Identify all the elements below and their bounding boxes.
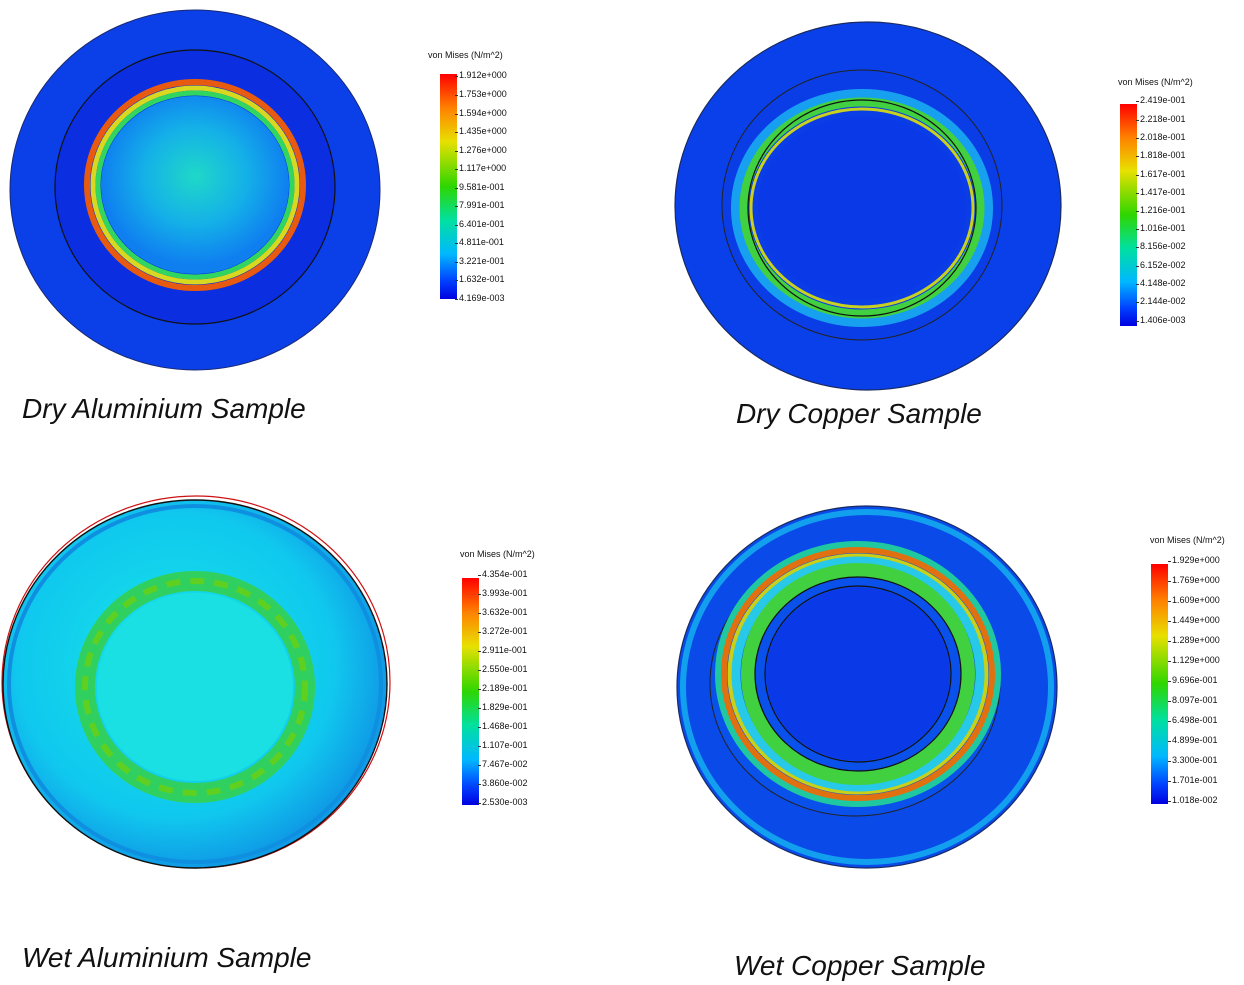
legend-tick: 1.912e+000 bbox=[455, 70, 507, 80]
legend-tick: 1.107e-001 bbox=[478, 740, 528, 750]
legend-tick: 2.530e-003 bbox=[478, 797, 528, 807]
legend-tick: 1.016e-001 bbox=[1136, 223, 1186, 233]
legend-tick: 7.991e-001 bbox=[455, 200, 505, 210]
legend-tick: 1.435e+000 bbox=[455, 126, 507, 136]
legend-tick: 6.401e-001 bbox=[455, 219, 505, 229]
legend-tick: 3.221e-001 bbox=[455, 256, 505, 266]
legend-tick: 2.018e-001 bbox=[1136, 132, 1186, 142]
legend-tick: 2.911e-001 bbox=[478, 645, 527, 655]
legend-tick: 1.449e+000 bbox=[1168, 615, 1220, 625]
legend-tick: 1.769e+000 bbox=[1168, 575, 1220, 585]
legend-tick: 6.498e-001 bbox=[1168, 715, 1218, 725]
legend-tick: 1.129e+000 bbox=[1168, 655, 1220, 665]
legend-tick: 1.468e-001 bbox=[478, 721, 528, 731]
legend-tick: 2.419e-001 bbox=[1136, 95, 1186, 105]
dry-copper-stress-plot bbox=[674, 21, 1062, 391]
legend-tick: 1.594e+000 bbox=[455, 108, 507, 118]
caption-wet-aluminium: Wet Aluminium Sample bbox=[22, 942, 312, 973]
legend-tick: 1.216e-001 bbox=[1136, 205, 1186, 215]
legend-tick: 1.289e+000 bbox=[1168, 635, 1220, 645]
legend-color-bar bbox=[462, 578, 479, 805]
legend-tick: 3.993e-001 bbox=[478, 588, 528, 598]
legend-tick: 1.632e-001 bbox=[455, 274, 505, 284]
legend-title: von Mises (N/m^2) bbox=[1150, 535, 1225, 545]
legend-tick: 2.144e-002 bbox=[1136, 296, 1186, 306]
legend-tick: 7.467e-002 bbox=[478, 759, 528, 769]
legend-color-bar bbox=[440, 74, 457, 299]
caption-dry-copper: Dry Copper Sample bbox=[736, 398, 982, 429]
legend-tick: 4.354e-001 bbox=[478, 569, 528, 579]
legend-tick: 1.018e-002 bbox=[1168, 795, 1218, 805]
legend-tick: 4.899e-001 bbox=[1168, 735, 1218, 745]
legend-tick: 1.276e+000 bbox=[455, 145, 507, 155]
legend-tick: 1.701e-001 bbox=[1168, 775, 1218, 785]
legend-tick: 3.272e-001 bbox=[478, 626, 528, 636]
caption-dry-aluminium: Dry Aluminium Sample bbox=[22, 393, 306, 424]
legend-tick: 1.406e-003 bbox=[1136, 315, 1186, 325]
wet-aluminium-stress-plot bbox=[1, 495, 391, 869]
legend-tick: 2.550e-001 bbox=[478, 664, 528, 674]
legend-tick: 4.148e-002 bbox=[1136, 278, 1186, 288]
legend-tick: 9.696e-001 bbox=[1168, 675, 1218, 685]
legend-tick: 4.169e-003 bbox=[455, 293, 505, 303]
legend-tick: 1.753e+000 bbox=[455, 89, 507, 99]
legend-color-bar bbox=[1151, 564, 1168, 804]
legend-tick: 8.156e-002 bbox=[1136, 241, 1186, 251]
dry-aluminium-stress-plot bbox=[9, 9, 381, 371]
legend-title: von Mises (N/m^2) bbox=[1118, 77, 1193, 87]
legend-tick: 4.811e-001 bbox=[455, 237, 504, 247]
legend-tick: 8.097e-001 bbox=[1168, 695, 1218, 705]
legend-title: von Mises (N/m^2) bbox=[460, 549, 535, 559]
legend-tick: 3.860e-002 bbox=[478, 778, 528, 788]
legend-title: von Mises (N/m^2) bbox=[428, 50, 503, 60]
legend-color-bar bbox=[1120, 104, 1137, 326]
legend-tick: 2.218e-001 bbox=[1136, 114, 1186, 124]
legend-tick: 6.152e-002 bbox=[1136, 260, 1186, 270]
legend-tick: 1.609e+000 bbox=[1168, 595, 1220, 605]
legend-tick: 1.818e-001 bbox=[1136, 150, 1186, 160]
legend-tick: 3.300e-001 bbox=[1168, 755, 1218, 765]
legend-tick: 2.189e-001 bbox=[478, 683, 528, 693]
legend-tick: 1.929e+000 bbox=[1168, 555, 1220, 565]
legend-tick: 9.581e-001 bbox=[455, 182, 505, 192]
wet-copper-stress-plot bbox=[676, 505, 1058, 869]
legend-tick: 3.632e-001 bbox=[478, 607, 528, 617]
legend-tick: 1.117e+000 bbox=[454, 163, 507, 173]
legend-tick: 1.617e-001 bbox=[1136, 169, 1186, 179]
caption-wet-copper: Wet Copper Sample bbox=[734, 950, 986, 981]
legend-tick: 1.829e-001 bbox=[478, 702, 528, 712]
legend-tick: 1.417e-001 bbox=[1136, 187, 1186, 197]
